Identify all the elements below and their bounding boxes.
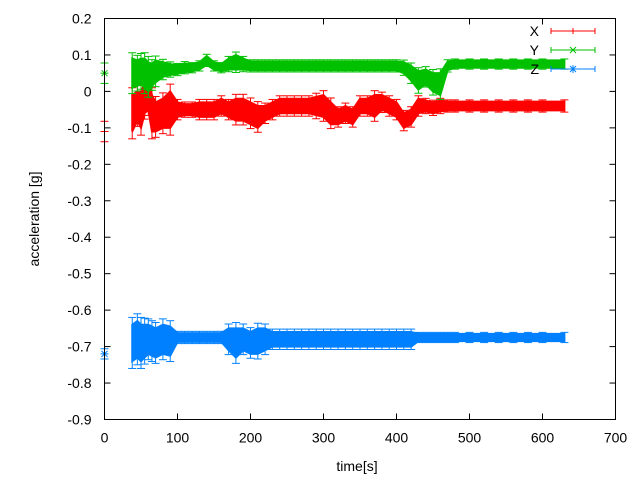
- y-tick-label: 0: [84, 83, 92, 99]
- legend: XYZ: [530, 23, 596, 77]
- y-tick-label: -0.6: [67, 302, 91, 318]
- legend-marker: [569, 65, 577, 73]
- series-x: [100, 74, 569, 143]
- y-tick-label: -0.1: [67, 120, 91, 136]
- legend-marker: [569, 46, 577, 54]
- x-tick-label: 700: [604, 430, 628, 446]
- y-tick-label: 0.1: [72, 47, 92, 63]
- y-tick-label: -0.2: [67, 156, 91, 172]
- x-tick-label: 0: [101, 430, 109, 446]
- x-tick-label: 600: [531, 430, 555, 446]
- x-tick-label: 100: [166, 430, 190, 446]
- series-z: [100, 313, 569, 369]
- y-tick-label: -0.5: [67, 266, 91, 282]
- y-tick-label: -0.8: [67, 375, 91, 391]
- y-tick-label: -0.4: [67, 229, 91, 245]
- legend-label: Y: [530, 42, 540, 58]
- error-band: [131, 319, 566, 364]
- axis-ticks: 0 100 200 300 400 500 600 700 0.2 0.1 0 -0.1 -0.2 -0.…: [67, 11, 627, 446]
- x-tick-label: 500: [458, 430, 482, 446]
- y-tick-label: -0.7: [67, 339, 91, 355]
- y-tick-label: -0.9: [67, 412, 91, 428]
- x-tick-label: 400: [385, 430, 409, 446]
- legend-label: X: [530, 23, 540, 39]
- x-tick-label: 200: [239, 430, 263, 446]
- series-layer: [100, 51, 569, 369]
- y-tick-label: -0.3: [67, 193, 91, 209]
- y-tick-label: 0.2: [72, 11, 92, 27]
- plot-frame: [104, 18, 616, 420]
- y-axis-label: acceleration [g]: [26, 172, 42, 267]
- x-axis-label: time[s]: [336, 458, 377, 474]
- series-y: [100, 51, 569, 100]
- legend-label: Z: [530, 61, 539, 77]
- x-tick-label: 300: [312, 430, 336, 446]
